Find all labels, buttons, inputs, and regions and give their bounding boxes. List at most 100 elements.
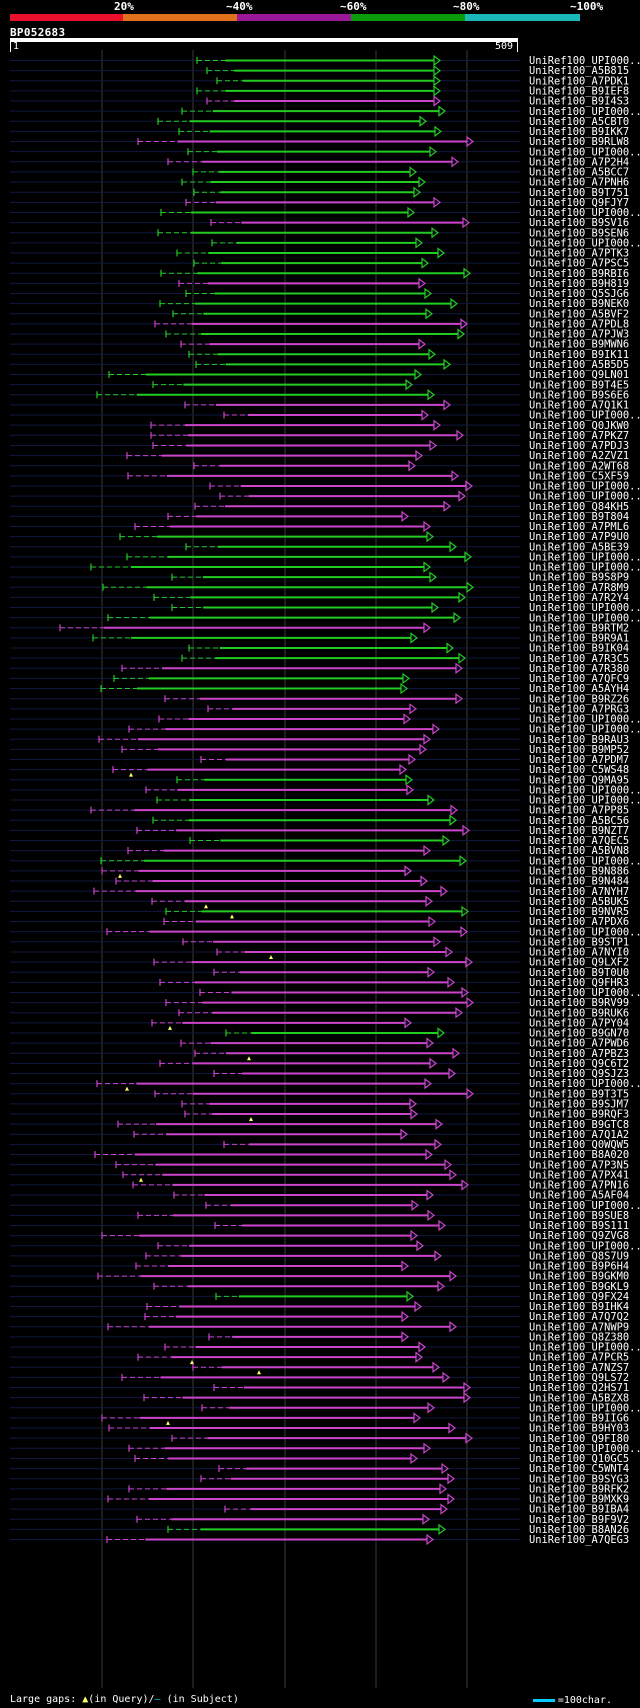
hit-label[interactable]: UniRef100_A7NYH7 — [529, 886, 629, 898]
hit-label[interactable]: UniRef100_B9SYG3 — [529, 1473, 629, 1485]
hit-label[interactable]: UniRef100_UPI000... — [529, 55, 640, 67]
hit-label[interactable]: UniRef100_UPI000... — [529, 491, 640, 503]
hit-label[interactable]: UniRef100_B9T804 — [529, 511, 629, 523]
hit-label[interactable]: UniRef100_B9IKK7 — [529, 126, 629, 138]
hit-label[interactable]: UniRef100_Q9LS72 — [529, 1372, 629, 1384]
hit-label[interactable]: UniRef100_B9RZ26 — [529, 693, 629, 705]
hit-label[interactable]: UniRef100_A5BCC7 — [529, 167, 629, 179]
hit-label[interactable]: UniRef100_A7PNH6 — [529, 177, 629, 189]
hit-label[interactable]: UniRef100_B9SUE8 — [529, 1210, 629, 1222]
hit-label[interactable]: UniRef100_A7NYI0 — [529, 947, 629, 959]
hit-label[interactable]: UniRef100_Q9SJZ3 — [529, 1068, 629, 1080]
hit-label[interactable]: UniRef100_A7P3N5 — [529, 1159, 629, 1171]
hit-label[interactable]: UniRef100_Q9MA95 — [529, 774, 629, 786]
hit-label[interactable]: UniRef100_B9GTC8 — [529, 1119, 629, 1131]
hit-label[interactable]: UniRef100_A7PSC5 — [529, 258, 629, 270]
hit-label[interactable]: UniRef100_A7PDJ3 — [529, 440, 629, 452]
hit-label[interactable]: UniRef100_B9SV16 — [529, 217, 629, 229]
hit-label[interactable]: UniRef100_Q8S7U9 — [529, 1250, 629, 1262]
hit-label[interactable]: UniRef100_A7QFC9 — [529, 673, 629, 685]
hit-label[interactable]: UniRef100_A5BUK5 — [529, 896, 629, 908]
hit-label[interactable]: UniRef100_B9RAU3 — [529, 734, 629, 746]
hit-label[interactable]: UniRef100_B9IEF8 — [529, 85, 629, 97]
hit-label[interactable]: UniRef100_UPI000... — [529, 1240, 640, 1252]
hit-label[interactable]: UniRef100_Q0WQW5 — [529, 1139, 629, 1151]
hit-label[interactable]: UniRef100_Q9C6T2 — [529, 1058, 629, 1070]
hit-label[interactable]: UniRef100_Q10GC5 — [529, 1453, 629, 1465]
hit-label[interactable]: UniRef100_UPI000... — [529, 551, 640, 563]
hit-label[interactable]: UniRef100_B9NVR5 — [529, 906, 629, 918]
hit-label[interactable]: UniRef100_B9SJM7 — [529, 1098, 629, 1110]
hit-label[interactable]: UniRef100_UPI000... — [529, 714, 640, 726]
hit-label[interactable]: UniRef100_B9S8P9 — [529, 572, 629, 584]
hit-label[interactable]: UniRef100_B9HY03 — [529, 1423, 629, 1435]
hit-label[interactable]: UniRef100_UPI000... — [529, 795, 640, 807]
hit-label[interactable]: UniRef100_Q84KH5 — [529, 501, 629, 513]
hit-label[interactable]: UniRef100_Q9ZVG8 — [529, 1230, 629, 1242]
hit-label[interactable]: UniRef100_B9S6E6 — [529, 389, 629, 401]
hit-label[interactable]: UniRef100_UPI000... — [529, 602, 640, 614]
hit-label[interactable]: UniRef100_B9R9A1 — [529, 633, 629, 645]
hit-label[interactable]: UniRef100_B9GN70 — [529, 1028, 629, 1040]
hit-label[interactable]: UniRef100_B9N886 — [529, 866, 629, 878]
hit-label[interactable]: UniRef100_A5B815 — [529, 65, 629, 77]
hit-label[interactable]: UniRef100_A7PKZ7 — [529, 430, 629, 442]
hit-label[interactable]: UniRef100_B9S111 — [529, 1220, 629, 1232]
hit-label[interactable]: UniRef100_B9T751 — [529, 187, 629, 199]
hit-label[interactable]: UniRef100_A7QEC5 — [529, 835, 629, 847]
hit-label[interactable]: UniRef100_A7PY04 — [529, 1017, 629, 1029]
hit-label[interactable]: UniRef100_B9NZT7 — [529, 825, 629, 837]
hit-label[interactable]: UniRef100_A7PCR5 — [529, 1352, 629, 1364]
hit-label[interactable]: UniRef100_B9I4S3 — [529, 96, 629, 108]
hit-label[interactable]: UniRef100_A7PDX6 — [529, 916, 629, 928]
hit-label[interactable]: UniRef100_B9RBI6 — [529, 268, 629, 280]
hit-label[interactable]: UniRef100_UPI000... — [529, 481, 640, 493]
hit-label[interactable]: UniRef100_A7Q7Q2 — [529, 1311, 629, 1323]
hit-label[interactable]: UniRef100_A7NZS7 — [529, 1362, 629, 1374]
hit-label[interactable]: UniRef100_B8AN26 — [529, 1524, 629, 1536]
hit-label[interactable]: UniRef100_A7R2Y4 — [529, 592, 629, 604]
hit-label[interactable]: UniRef100_B9IK11 — [529, 349, 629, 361]
hit-label[interactable]: UniRef100_A7PDL8 — [529, 318, 629, 330]
hit-label[interactable]: UniRef100_B9T0U0 — [529, 967, 629, 979]
hit-label[interactable]: UniRef100_Q9FHR3 — [529, 977, 629, 989]
hit-label[interactable]: UniRef100_Q9FX24 — [529, 1291, 629, 1303]
hit-label[interactable]: UniRef100_B8A020 — [529, 1149, 629, 1161]
hit-label[interactable]: UniRef100_Q9LN01 — [529, 369, 629, 381]
hit-label[interactable]: UniRef100_A7R8M9 — [529, 582, 629, 594]
hit-label[interactable]: UniRef100_B9IBA4 — [529, 1504, 629, 1516]
hit-label[interactable]: UniRef100_B9H819 — [529, 278, 629, 290]
hit-label[interactable]: UniRef100_UPI000... — [529, 855, 640, 867]
hit-label[interactable]: UniRef100_A7Q1K1 — [529, 400, 629, 412]
hit-label[interactable]: UniRef100_A7R3C5 — [529, 653, 629, 665]
hit-label[interactable]: UniRef100_B9NEK0 — [529, 298, 629, 310]
hit-label[interactable]: UniRef100_A7PTK3 — [529, 248, 629, 260]
hit-label[interactable]: UniRef100_UPI000... — [529, 1200, 640, 1212]
hit-label[interactable]: UniRef100_Q5SJG6 — [529, 288, 629, 300]
hit-label[interactable]: UniRef100_B9P6H4 — [529, 1261, 629, 1273]
hit-label[interactable]: UniRef100_UPI000... — [529, 987, 640, 999]
hit-label[interactable]: UniRef100_B9STP1 — [529, 936, 629, 948]
hit-label[interactable]: UniRef100_A7PDM7 — [529, 754, 629, 766]
hit-label[interactable]: UniRef100_A7PP85 — [529, 805, 629, 817]
hit-label[interactable]: UniRef100_A5BVN8 — [529, 845, 629, 857]
hit-label[interactable]: UniRef100_C5XF59 — [529, 470, 629, 482]
hit-label[interactable]: UniRef100_A5BC56 — [529, 815, 629, 827]
hit-label[interactable]: UniRef100_A7PN16 — [529, 1180, 629, 1192]
hit-label[interactable]: UniRef100_UPI000... — [529, 562, 640, 574]
hit-label[interactable]: UniRef100_B9N484 — [529, 876, 629, 888]
hit-label[interactable]: UniRef100_A7PML6 — [529, 521, 629, 533]
hit-label[interactable]: UniRef100_B9RV99 — [529, 997, 629, 1009]
hit-label[interactable]: UniRef100_A2WT68 — [529, 460, 629, 472]
hit-label[interactable]: UniRef100_A7PX41 — [529, 1169, 629, 1181]
hit-label[interactable]: UniRef100_Q9FJY7 — [529, 197, 629, 209]
hit-label[interactable]: UniRef100_A7PBZ3 — [529, 1048, 629, 1060]
hit-label[interactable]: UniRef100_UPI000... — [529, 237, 640, 249]
hit-label[interactable]: UniRef100_A7Q1A2 — [529, 1129, 629, 1141]
hit-label[interactable]: UniRef100_A7R380 — [529, 663, 629, 675]
hit-label[interactable]: UniRef100_B9IHK4 — [529, 1301, 629, 1313]
hit-label[interactable]: UniRef100_C5WS48 — [529, 764, 629, 776]
hit-label[interactable]: UniRef100_A5BVF2 — [529, 308, 629, 320]
hit-label[interactable]: UniRef100_Q2HS71 — [529, 1382, 629, 1394]
hit-label[interactable]: UniRef100_UPI000... — [529, 612, 640, 624]
